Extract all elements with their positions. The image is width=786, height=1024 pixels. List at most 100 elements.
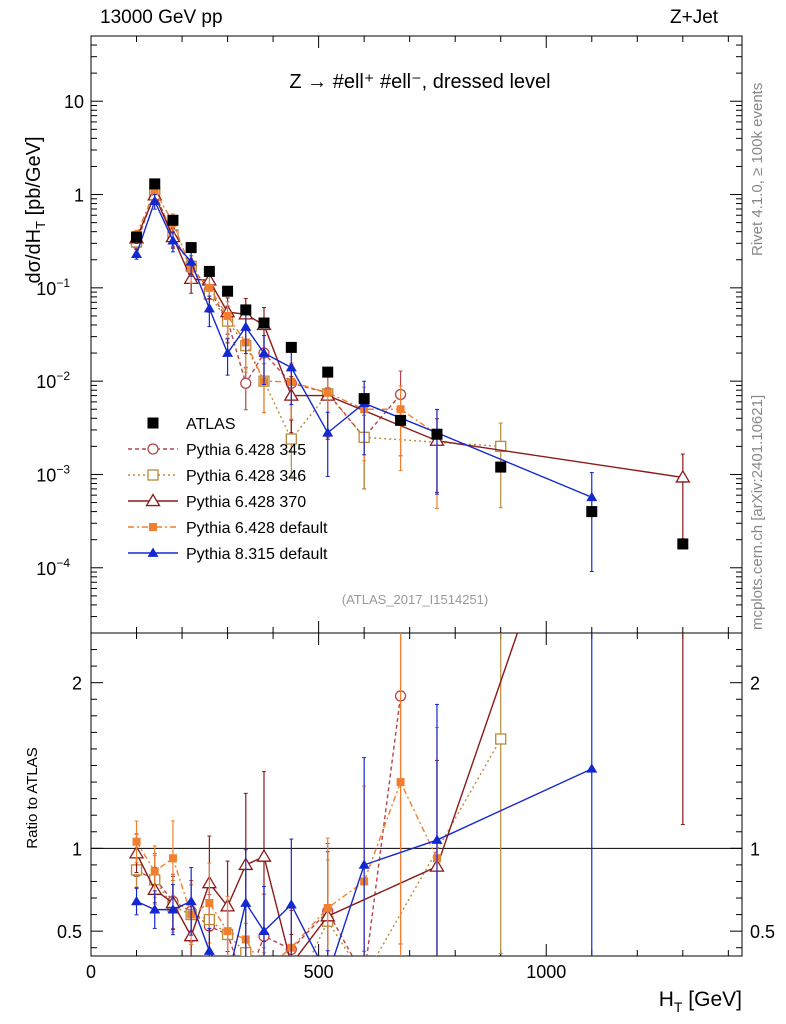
legend-marker: [147, 547, 159, 557]
y-tick-label-base: 10: [36, 279, 56, 299]
series-point: [495, 440, 507, 453]
y-axis-label-main: dσ/dH: [23, 229, 45, 284]
series-1: [130, 185, 507, 509]
y-tick-label-exponent: −2: [56, 369, 70, 383]
ratio-series-line: [136, 695, 402, 956]
ratio-point: [323, 903, 332, 912]
ratio-point: [495, 733, 507, 745]
x-tick-label: 0: [86, 962, 96, 982]
ratio-point: [258, 925, 270, 936]
ratio-point: [132, 837, 141, 846]
series-line: [135, 190, 501, 448]
header-left: 13000 GeV pp: [100, 7, 223, 28]
data-point: [131, 231, 143, 243]
data-point: [322, 366, 334, 378]
ratio-point: [205, 898, 214, 907]
ratio-point: [431, 834, 443, 844]
y-axis-label: dσ/dHT [pb/GeV]: [23, 136, 48, 283]
data-point: [358, 393, 370, 405]
data-series: [131, 178, 689, 550]
ratio-series-4: [131, 633, 598, 956]
legend-label: Pythia 8.315 default: [186, 546, 328, 563]
main-panel-frame: [90, 35, 743, 634]
ratio-y-tick-label: 0.5: [57, 922, 82, 942]
y-tick-label: 1: [74, 186, 84, 206]
y-tick-label-exponent: −4: [56, 556, 70, 570]
ratio-point: [185, 895, 197, 906]
data-point: [258, 317, 270, 329]
ratio-series-3: [132, 633, 441, 975]
legend-marker: [147, 469, 159, 481]
y-tick-label-base: 10: [36, 559, 56, 579]
series-point: [586, 491, 598, 502]
ratio-point: [168, 854, 177, 863]
y-tick-label: 10−3: [36, 462, 70, 485]
ratio-y-tick-label: 1: [72, 839, 82, 859]
main-plot: [128, 178, 691, 573]
y-tick-label-base: 1: [74, 186, 84, 206]
ratio-point: [203, 945, 215, 955]
ratio-point: [149, 904, 161, 914]
ratio-panel-frame: [90, 632, 743, 957]
legend-marker: [147, 443, 159, 455]
y-axis-label-unit: [pb/GeV]: [23, 136, 45, 221]
series-point: [396, 405, 405, 414]
ratio-y-tick-label-right: 1: [750, 839, 760, 859]
series-point: [675, 469, 691, 483]
ratio-point: [359, 973, 369, 983]
y-tick-label-base: 10: [36, 372, 56, 392]
ratio-point: [396, 778, 405, 787]
series-point: [322, 427, 334, 437]
y-tick-label-base: 10: [36, 465, 56, 485]
plot-title: Z → #ell⁺ #ell⁻, dressed level: [289, 71, 550, 93]
series-point: [131, 248, 143, 258]
data-point: [149, 178, 161, 190]
legend: ATLAS Pythia 6.428 345 Pythia 6.428 346 Pyt…: [128, 416, 328, 563]
y-axis-label-sub: T: [33, 221, 48, 229]
legend-label: Pythia 6.428 345: [186, 442, 306, 459]
legend-marker: [147, 417, 159, 429]
ratio-point: [240, 897, 252, 907]
ratio-point: [586, 763, 598, 773]
series-4: [131, 193, 598, 573]
series-point: [240, 377, 252, 389]
data-point: [677, 538, 689, 550]
series-point: [285, 362, 297, 372]
ratio-point: [285, 899, 297, 909]
y-tick-label-base: 10: [64, 92, 84, 112]
data-point: [431, 428, 443, 440]
rivet-info: Rivet 4.1.0, ≥ 100k events: [749, 82, 766, 256]
data-point: [285, 341, 297, 353]
x-axis-label: HT [GeV]: [659, 988, 742, 1015]
series-line: [135, 193, 683, 479]
ratio-point: [259, 969, 269, 979]
legend-label: Pythia 6.428 370: [186, 494, 306, 511]
ratio-point: [131, 895, 143, 906]
ratio-point: [358, 859, 370, 869]
data-point: [240, 304, 252, 316]
x-axis-label-sub: T: [674, 999, 683, 1015]
ratio-y-axis-label: Ratio to ATLAS: [24, 747, 41, 848]
ratio-plot: [128, 633, 685, 991]
ratio-point: [223, 927, 232, 936]
ratio-point: [150, 867, 159, 876]
ratio-point: [285, 958, 298, 969]
series-point: [205, 283, 214, 292]
series-point: [203, 303, 215, 313]
y-tick-label-exponent: −1: [56, 276, 70, 290]
legend-label: Pythia 6.428 default: [186, 520, 328, 537]
ratio-point: [256, 848, 272, 862]
series-point: [150, 186, 159, 195]
mcplots-info: mcplots.cern.ch [arXiv:2401.10621]: [749, 394, 766, 630]
x-axis-label-unit: [GeV]: [682, 988, 742, 1011]
ratio-point: [241, 981, 251, 991]
legend-label: Pythia 6.428 346: [186, 468, 306, 485]
ratio-y-tick-label-right: 0.5: [750, 922, 775, 942]
series-point: [222, 347, 234, 357]
ratio-point: [260, 967, 268, 975]
ratio-series-line: [135, 780, 438, 956]
legend-label: ATLAS: [186, 416, 236, 433]
y-tick-label: 10−2: [36, 369, 70, 392]
